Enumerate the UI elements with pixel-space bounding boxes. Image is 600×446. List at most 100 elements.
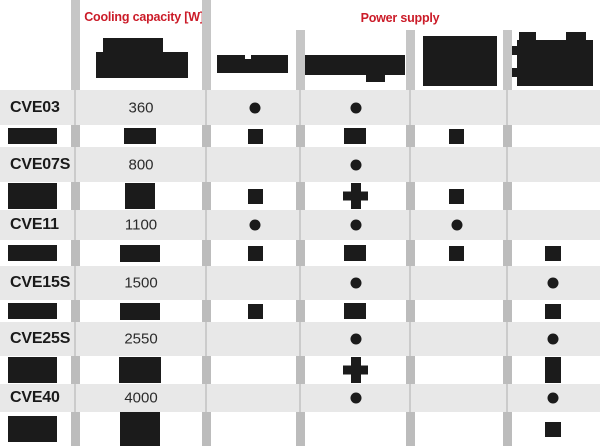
column-divider <box>74 0 76 446</box>
redacted-bar <box>344 245 366 261</box>
capacity-value: 2550 <box>124 330 158 348</box>
column-divider-segment <box>296 182 305 210</box>
redacted-header-col5 <box>423 36 497 86</box>
redacted-bar <box>120 244 160 262</box>
redacted-bar <box>8 357 57 383</box>
capacity-value: 1100 <box>124 216 158 234</box>
column-divider-segment <box>202 300 211 322</box>
column-divider-segment <box>202 182 211 210</box>
column-divider-segment <box>406 30 415 90</box>
redacted-bar <box>247 188 263 204</box>
column-divider-segment <box>202 0 211 90</box>
column-divider-segment <box>202 125 211 147</box>
redacted-bar <box>120 302 160 320</box>
column-divider-segment <box>406 240 415 266</box>
redacted-bar <box>545 303 561 319</box>
column-divider-segment <box>503 30 512 90</box>
model-label: CVE15S <box>10 274 71 291</box>
column-divider-segment <box>71 0 80 90</box>
column-divider-segment <box>71 125 80 147</box>
column-divider-segment <box>406 182 415 210</box>
capacity-value: 4000 <box>124 389 158 407</box>
redacted-bar <box>8 245 57 261</box>
redacted-header-col6 <box>519 32 536 42</box>
redacted-header-col4 <box>305 55 405 75</box>
column-divider-segment <box>202 240 211 266</box>
redacted-bar <box>124 128 156 144</box>
power-supply-header: Power supply <box>360 11 440 25</box>
capacity-value: 800 <box>128 156 154 173</box>
feature-dot <box>547 333 559 345</box>
column-divider-segment <box>296 125 305 147</box>
redacted-header-col2 <box>96 52 188 78</box>
model-label: CVE11 <box>10 216 59 233</box>
plus-mark <box>343 357 368 383</box>
column-divider-segment <box>503 300 512 322</box>
redacted-header-col6 <box>507 46 519 55</box>
redacted-bar <box>8 128 57 144</box>
column-divider-segment <box>71 240 80 266</box>
feature-dot <box>350 219 362 231</box>
column-divider-segment <box>406 125 415 147</box>
feature-dot <box>350 102 362 113</box>
redacted-bar <box>448 128 464 144</box>
column-divider <box>506 30 508 446</box>
redacted-header-col6 <box>517 40 593 86</box>
feature-dot <box>350 159 362 170</box>
redacted-bar <box>120 412 160 446</box>
column-divider <box>409 30 411 446</box>
redacted-bar <box>125 183 155 209</box>
column-divider-segment <box>296 356 305 384</box>
redacted-bar <box>545 245 561 261</box>
redacted-bar <box>247 245 263 261</box>
redacted-bar <box>545 357 561 383</box>
column-divider-segment <box>503 125 512 147</box>
plus-mark <box>343 183 368 209</box>
model-label: CVE40 <box>10 389 60 406</box>
redacted-bar <box>344 303 366 319</box>
redacted-header-col2 <box>103 38 163 53</box>
redacted-bar <box>344 128 366 144</box>
redacted-bar <box>545 421 561 437</box>
redacted-bar <box>448 245 464 261</box>
column-divider-segment <box>406 356 415 384</box>
column-divider-segment <box>71 356 80 384</box>
feature-dot <box>350 277 362 289</box>
column-divider-segment <box>202 356 211 384</box>
redacted-header-col3 <box>217 55 288 73</box>
redacted-header-col6 <box>507 68 519 77</box>
redacted-header-col6 <box>566 32 586 42</box>
feature-dot <box>350 392 362 404</box>
cooling-capacity-header: Cooling capacity [W] <box>84 10 204 24</box>
column-divider-segment <box>71 182 80 210</box>
model-label: CVE03 <box>10 98 60 116</box>
plus-mark-arm <box>350 357 361 383</box>
redacted-bar <box>247 303 263 319</box>
feature-dot <box>350 333 362 345</box>
feature-dot <box>249 102 261 113</box>
plus-mark-arm <box>350 183 361 209</box>
redacted-bar <box>247 128 263 144</box>
feature-dot <box>451 219 463 231</box>
redacted-bar <box>448 188 464 204</box>
model-label: CVE07S <box>10 155 71 173</box>
capacity-value: 1500 <box>124 274 158 292</box>
redacted-bar <box>119 357 161 383</box>
column-divider-segment <box>202 412 211 446</box>
capacity-value: 360 <box>128 99 154 116</box>
redacted-header-col3-notch <box>245 55 251 59</box>
model-label: CVE25S <box>10 330 71 347</box>
redacted-bar <box>8 303 57 319</box>
feature-dot <box>547 277 559 289</box>
redacted-bar <box>8 183 57 209</box>
column-divider-segment <box>406 412 415 446</box>
column-divider-segment <box>296 412 305 446</box>
column-divider-segment <box>503 356 512 384</box>
column-divider-segment <box>503 182 512 210</box>
column-divider-segment <box>71 300 80 322</box>
column-divider-segment <box>71 412 80 446</box>
column-divider-segment <box>503 240 512 266</box>
column-divider-segment <box>296 30 305 90</box>
column-divider <box>205 0 207 446</box>
